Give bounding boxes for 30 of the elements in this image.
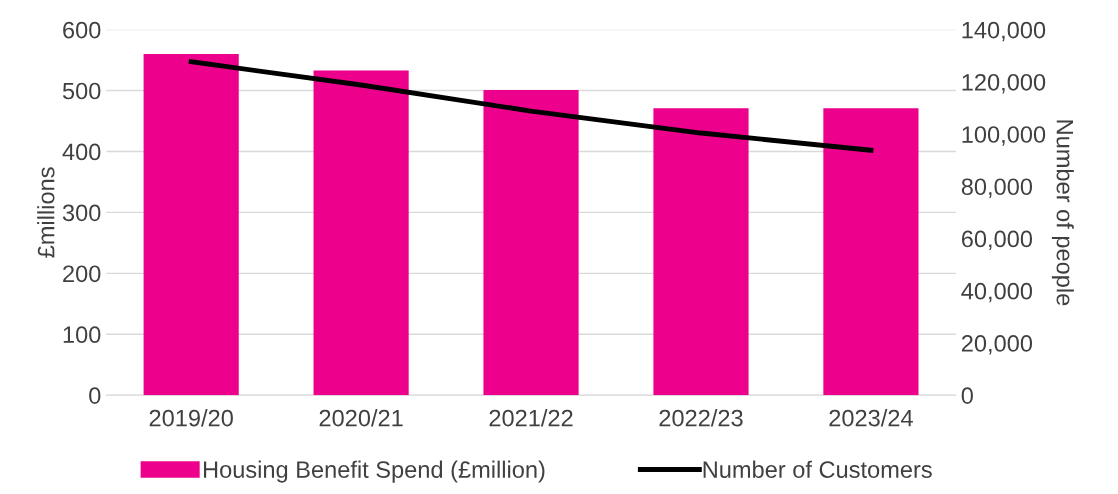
line-series	[188, 59, 874, 153]
x-tick-label: 2019/20	[149, 409, 233, 427]
y-tick-label: 400	[62, 143, 101, 161]
y-tick-label: 600	[63, 21, 101, 39]
bar	[653, 108, 749, 396]
legend-label: Number of Customers	[703, 460, 932, 478]
y2-tick-label: 80,000	[961, 178, 1033, 198]
y-tick-label: 100	[63, 326, 101, 344]
y2-tick-label: 40,000	[961, 282, 1033, 303]
y-tick-label: 300	[62, 204, 101, 222]
bar	[313, 70, 409, 396]
bar	[483, 89, 579, 396]
x-tick-label: 2020/21	[319, 409, 403, 427]
bar	[143, 54, 239, 396]
y2-tick-label: 0	[961, 387, 973, 404]
y-tick-label: 500	[62, 82, 101, 100]
x-tick-label: 2023/24	[829, 409, 913, 427]
legend-label: Housing Benefit Spend (£million)	[203, 460, 545, 483]
y2-tick-label: 140,000	[962, 21, 1046, 42]
x-tick-label: 2022/23	[659, 409, 743, 427]
y2-tick-label: 20,000	[961, 335, 1033, 355]
y2-tick-label: 60,000	[961, 230, 1033, 251]
y2-tick-label: 100,000	[962, 126, 1046, 146]
y2-axis-title: Number of people	[1051, 120, 1074, 306]
y-axis-title: £millions	[37, 167, 55, 258]
bar	[823, 108, 919, 396]
y-tick-label: 200	[63, 265, 101, 283]
y2-tick-label: 120,000	[962, 73, 1046, 94]
y-tick-label: 0	[89, 387, 101, 404]
x-tick-label: 2021/22	[489, 409, 573, 427]
